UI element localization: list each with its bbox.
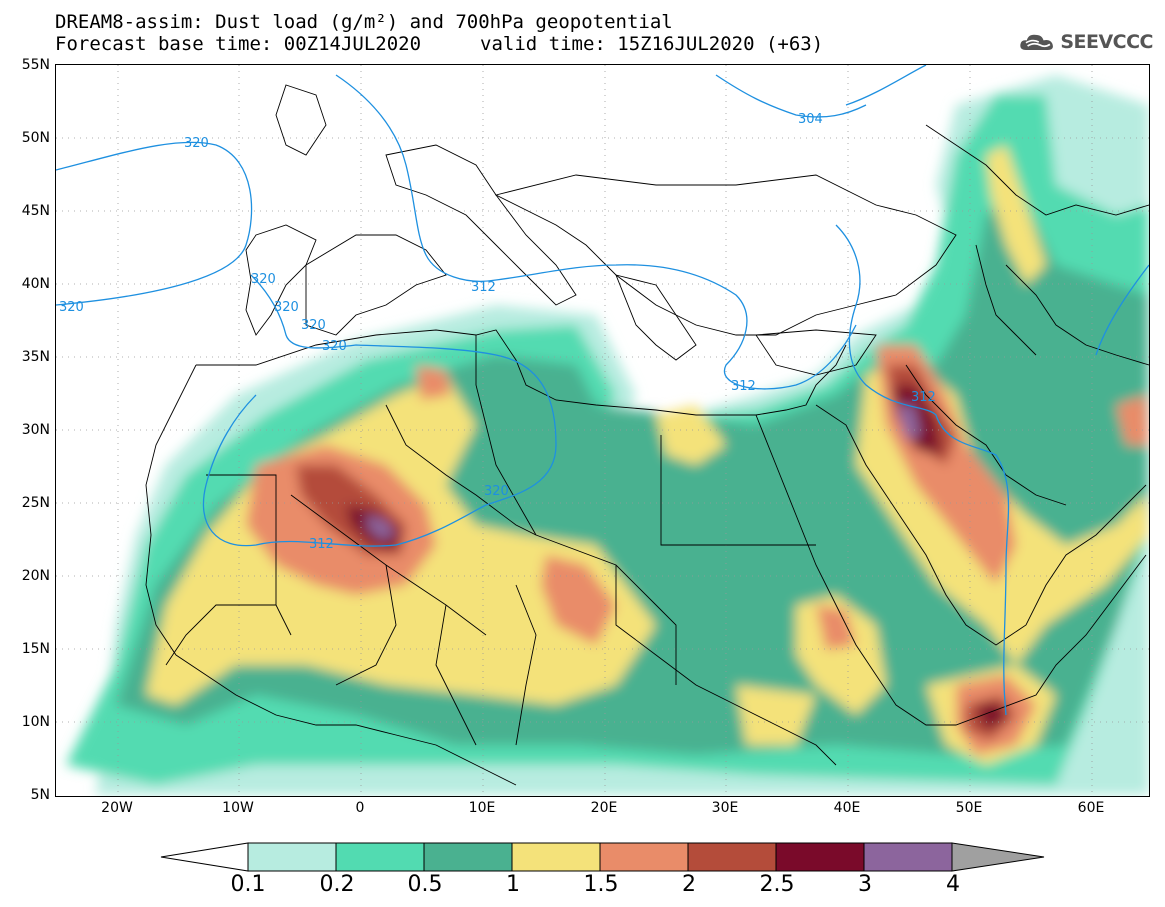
contour-label: 304	[798, 112, 823, 127]
colorbar-label: 2	[682, 872, 696, 897]
colorbar-high-end	[951, 842, 1045, 872]
lat-label: 5N	[30, 787, 50, 803]
colorbar-cell	[599, 842, 689, 872]
colorbar-cell	[335, 842, 425, 872]
lat-label: 30N	[21, 422, 50, 438]
colorbar-label: 2.5	[759, 872, 795, 897]
map-title: DREAM8-assim: Dust load (g/m²) and 700hP…	[55, 11, 673, 33]
geopotential-contours	[56, 65, 1149, 716]
lon-label: 20E	[590, 800, 618, 816]
colorbar-cell	[863, 842, 953, 872]
colorbar-label: 0.2	[319, 872, 355, 897]
contour-label: 320	[184, 136, 209, 151]
contour-label: 312	[731, 379, 756, 394]
colorbar-cell	[775, 842, 865, 872]
lon-label: 30E	[711, 800, 739, 816]
contour-label: 320	[301, 318, 326, 333]
lon-label: 10E	[468, 800, 496, 816]
lat-label: 35N	[21, 349, 50, 365]
colorbar-label: 0.5	[407, 872, 443, 897]
contour-label: 320	[322, 339, 347, 354]
dust-map-canvas: 320 320 320 320 320 320 320 312 312 312 …	[56, 65, 1149, 796]
contour-label: 320	[59, 300, 84, 315]
contour-label: 312	[309, 537, 334, 552]
contour-label: 312	[471, 280, 496, 295]
lat-label: 45N	[21, 203, 50, 219]
lat-label: 15N	[21, 641, 50, 657]
colorbar-label: 3	[858, 872, 872, 897]
graticule	[56, 65, 1149, 796]
lat-label: 40N	[21, 276, 50, 292]
colorbar-low-end	[160, 842, 249, 872]
dust-load-shading	[66, 75, 1149, 795]
valid-time: valid time: 15Z16JUL2020 (+63)	[480, 33, 824, 55]
dust-map: 320 320 320 320 320 320 320 312 312 312 …	[55, 64, 1150, 797]
lat-label: 10N	[21, 714, 50, 730]
colorbar-label: 4	[946, 872, 960, 897]
contour-labels: 320 320 320 320 320 320 320 312 312 312 …	[59, 112, 936, 552]
colorbar-cell	[687, 842, 777, 872]
lat-label: 25N	[21, 495, 50, 511]
colorbar	[160, 842, 1045, 872]
contour-label: 320	[484, 484, 509, 499]
logo-text: SEEVCCC	[1060, 31, 1153, 53]
seevccc-logo: SEEVCCC	[1018, 26, 1153, 58]
cloud-icon	[1020, 34, 1053, 50]
lon-label: 20W	[101, 800, 133, 816]
lat-label: 20N	[21, 568, 50, 584]
lat-label: 50N	[21, 130, 50, 146]
colorbar-label: 0.1	[230, 872, 266, 897]
lon-label: 0	[355, 800, 365, 816]
contour-label: 312	[911, 390, 936, 405]
base-time: Forecast base time: 00Z14JUL2020	[55, 33, 422, 55]
colorbar-cell	[247, 842, 337, 872]
colorbar-cell	[423, 842, 513, 872]
coastlines-borders	[145, 84, 1149, 786]
lat-label: 55N	[21, 57, 50, 73]
lon-label: 10W	[222, 800, 254, 816]
colorbar-label: 1.5	[583, 872, 619, 897]
contour-label: 320	[274, 300, 299, 315]
contour-label: 320	[251, 272, 276, 287]
colorbar-cell	[511, 842, 601, 872]
lon-label: 60E	[1077, 800, 1105, 816]
colorbar-label: 1	[506, 872, 520, 897]
lon-label: 50E	[955, 800, 983, 816]
lon-label: 40E	[833, 800, 861, 816]
